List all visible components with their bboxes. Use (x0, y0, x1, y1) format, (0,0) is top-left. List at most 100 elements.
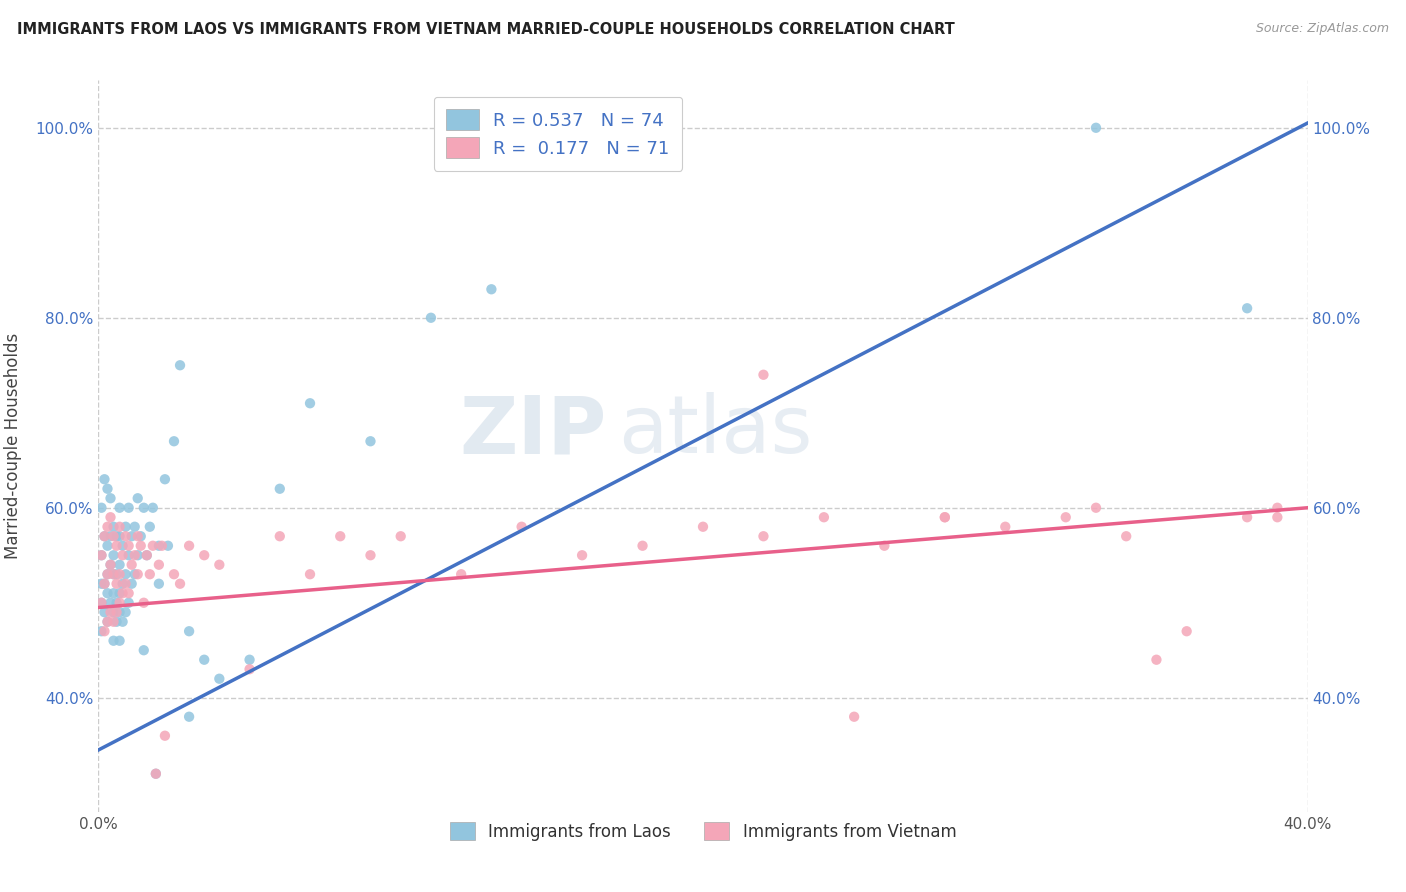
Point (118, 539, 141, 553)
Point (93, 624, 115, 639)
Legend: Immigrants from Laos, Immigrants from Vietnam: Immigrants from Laos, Immigrants from Vi… (443, 816, 963, 847)
Point (1236, 301, 1258, 316)
Point (692, 520, 714, 534)
Point (96, 567, 118, 582)
Point (118, 500, 141, 515)
Point (103, 567, 125, 582)
Point (1085, 120, 1108, 135)
Point (148, 539, 170, 553)
Point (108, 567, 131, 582)
Point (124, 567, 146, 582)
Point (1144, 653, 1167, 667)
Point (179, 539, 201, 553)
Point (127, 491, 149, 506)
Point (105, 539, 128, 553)
Point (108, 586, 131, 600)
Point (96, 520, 118, 534)
Point (111, 548, 134, 562)
Point (121, 576, 143, 591)
Point (132, 596, 155, 610)
Point (1175, 624, 1198, 639)
Point (100, 605, 122, 619)
Text: atlas: atlas (619, 392, 813, 470)
Point (103, 615, 125, 629)
Point (193, 548, 215, 562)
Point (105, 567, 128, 582)
Point (193, 653, 215, 667)
Point (103, 548, 125, 562)
Point (299, 396, 322, 410)
Point (93, 576, 115, 591)
Point (163, 567, 186, 582)
Point (103, 586, 125, 600)
Point (179, 710, 201, 724)
Point (90, 624, 112, 639)
Point (1267, 510, 1289, 524)
Point (100, 491, 122, 506)
Point (208, 672, 231, 686)
Point (111, 615, 134, 629)
Point (631, 539, 654, 553)
Point (135, 548, 157, 562)
Point (239, 662, 262, 676)
Point (108, 500, 131, 515)
Point (163, 434, 186, 449)
Point (420, 310, 443, 325)
Point (481, 282, 503, 296)
Point (510, 520, 533, 534)
Point (139, 567, 162, 582)
Point (100, 558, 122, 572)
Point (873, 539, 896, 553)
Point (96, 615, 118, 629)
Point (108, 520, 131, 534)
Text: IMMIGRANTS FROM LAOS VS IMMIGRANTS FROM VIETNAM MARRIED-COUPLE HOUSEHOLDS CORREL: IMMIGRANTS FROM LAOS VS IMMIGRANTS FROM … (17, 22, 955, 37)
Point (103, 605, 125, 619)
Point (114, 520, 136, 534)
Point (93, 529, 115, 543)
Point (111, 576, 134, 591)
Point (129, 529, 152, 543)
Point (135, 548, 157, 562)
Point (121, 529, 143, 543)
Point (127, 548, 149, 562)
Point (239, 653, 262, 667)
Point (93, 529, 115, 543)
Point (90, 500, 112, 515)
Point (139, 520, 162, 534)
Point (450, 567, 472, 582)
Point (269, 529, 291, 543)
Point (571, 548, 593, 562)
Point (1236, 510, 1258, 524)
Point (93, 576, 115, 591)
Point (103, 633, 125, 648)
Point (153, 729, 176, 743)
Point (108, 529, 131, 543)
Point (121, 558, 143, 572)
Point (105, 605, 128, 619)
Point (169, 576, 191, 591)
Point (111, 586, 134, 600)
Point (114, 529, 136, 543)
Point (103, 567, 125, 582)
Point (752, 368, 775, 382)
Point (105, 596, 128, 610)
Point (111, 539, 134, 553)
Point (100, 596, 122, 610)
Point (153, 472, 176, 486)
Point (108, 605, 131, 619)
Point (96, 539, 118, 553)
Point (179, 624, 201, 639)
Point (90, 596, 112, 610)
Point (145, 766, 167, 780)
Point (108, 633, 131, 648)
Y-axis label: Married-couple Households: Married-couple Households (4, 333, 21, 559)
Point (103, 529, 125, 543)
Point (90, 596, 112, 610)
Point (142, 500, 165, 515)
Point (1085, 500, 1108, 515)
Point (105, 529, 128, 543)
Point (103, 520, 125, 534)
Point (360, 434, 382, 449)
Point (156, 539, 179, 553)
Point (127, 529, 149, 543)
